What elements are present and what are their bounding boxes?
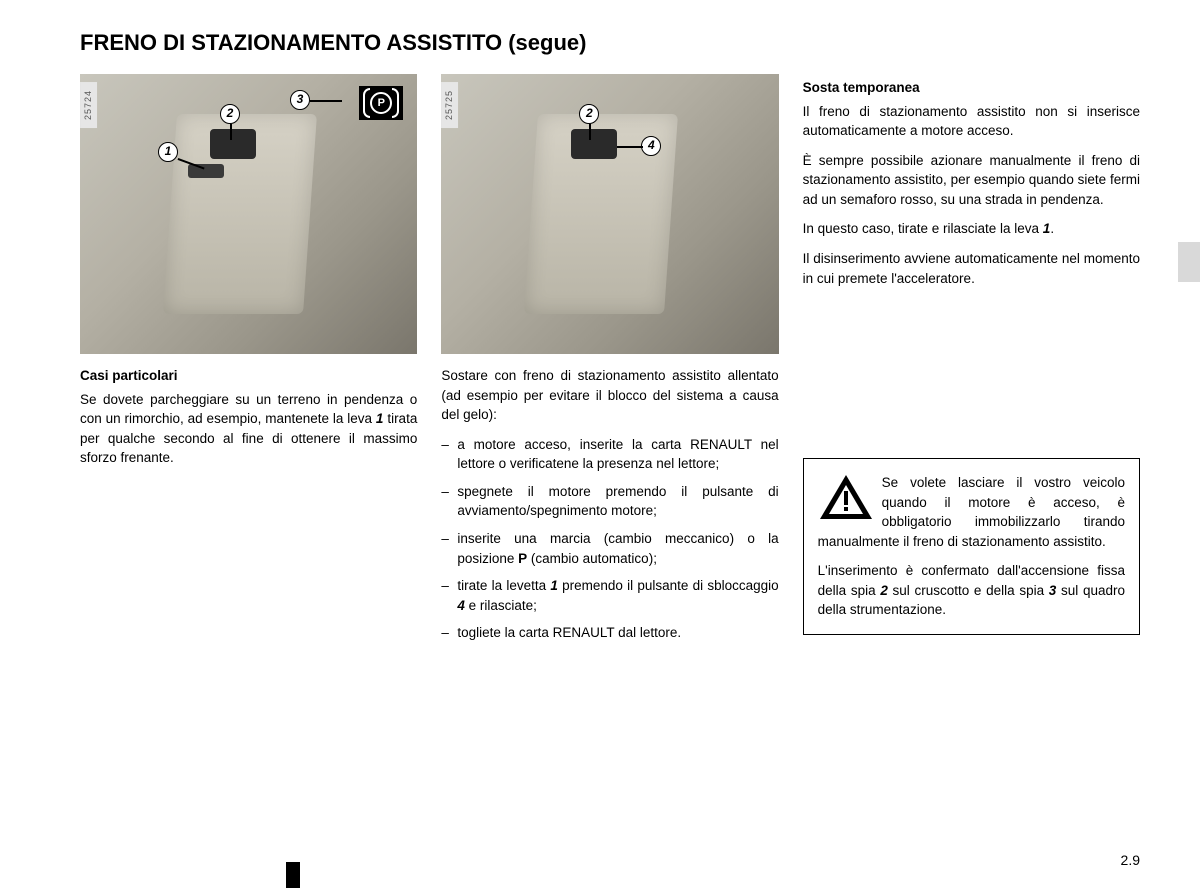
warning-p2: L'inserimento è confermato dall'accensio…	[818, 561, 1125, 620]
parking-brake-warning-icon: P	[359, 86, 403, 120]
col3-p3: In questo caso, tirate e rilasciate la l…	[803, 219, 1140, 239]
callout-2: 2	[220, 104, 240, 124]
callout-3-line	[310, 100, 342, 102]
col2-li4-a: tirate la levetta	[457, 578, 550, 593]
col2-li4: tirate la levetta 1 premendo il pulsante…	[441, 576, 778, 615]
col2-list: a motore acceso, inserite la carta RENAU…	[441, 435, 778, 643]
callout-2b-line	[589, 124, 591, 140]
col1-text-a: Se dovete parcheggiare su un terreno in …	[80, 392, 417, 427]
col3-p1: Il freno di stazionamento assistito non …	[803, 102, 1140, 141]
bottom-index-marker	[286, 862, 300, 888]
figure-1: 25724 1 2 3 P	[80, 74, 417, 354]
col2-li4-n2: 4	[457, 598, 465, 613]
column-3: Sosta temporanea Il freno di stazionamen…	[803, 74, 1140, 651]
column-1: 25724 1 2 3 P Casi particolari Se dovete…	[80, 74, 417, 651]
side-tab-marker	[1178, 242, 1200, 282]
col3-p3-b: .	[1050, 221, 1054, 236]
col1-heading: Casi particolari	[80, 366, 417, 386]
warning-p2-b: sul cruscotto e della spia	[888, 583, 1049, 598]
warning-box: Se volete lasciare il vostro veicolo qua…	[803, 458, 1140, 635]
col2-li3-b: (cambio automatico);	[527, 551, 657, 566]
parking-brake-icon-letter: P	[378, 98, 385, 109]
figure-switch-shape	[210, 129, 256, 159]
col2-li4-c: e rilasciate;	[465, 598, 537, 613]
figure2-switch-shape	[571, 129, 617, 159]
col1-paragraph: Se dovete parcheggiare su un terreno in …	[80, 390, 417, 468]
col2-li1: a motore acceso, inserite la carta RENAU…	[441, 435, 778, 474]
column-2: 25725 2 4 Sostare con freno di stazionam…	[441, 74, 778, 651]
col3-p2: È sempre possibile azionare manualmente …	[803, 151, 1140, 210]
col3-heading: Sosta temporanea	[803, 78, 1140, 98]
warning-p2-n1: 2	[880, 583, 888, 598]
col2-li3: inserite una marcia (cambio meccanico) o…	[441, 529, 778, 568]
page-number: 2.9	[1121, 852, 1140, 868]
col3-p4: Il disinserimento avviene automaticament…	[803, 249, 1140, 288]
callout-3: 3	[290, 90, 310, 110]
col3-p3-a: In questo caso, tirate e rilasciate la l…	[803, 221, 1043, 236]
figure-lever-shape	[188, 164, 224, 178]
callout-1: 1	[158, 142, 178, 162]
callout-2-line	[230, 124, 232, 140]
col2-li4-n1: 1	[550, 578, 558, 593]
figure-2-id: 25725	[441, 82, 458, 128]
col2-li4-b: premendo il pulsante di sbloccaggio	[558, 578, 779, 593]
col2-li3-P: P	[518, 551, 527, 566]
content-columns: 25724 1 2 3 P Casi particolari Se dovete…	[80, 74, 1140, 651]
figure-1-id: 25724	[80, 82, 97, 128]
col2-li5: togliete la carta RENAULT dal lettore.	[441, 623, 778, 643]
callout-4-line	[617, 146, 643, 148]
warning-triangle-icon	[818, 473, 874, 523]
page-title: FRENO DI STAZIONAMENTO ASSISTITO (segue)	[80, 30, 1140, 56]
col2-intro: Sostare con freno di stazionamento assis…	[441, 366, 778, 425]
figure-2: 25725 2 4	[441, 74, 778, 354]
col2-li2: spegnete il motore premendo il pulsante …	[441, 482, 778, 521]
warning-p1-wrap: Se volete lasciare il vostro veicolo qua…	[818, 473, 1125, 551]
